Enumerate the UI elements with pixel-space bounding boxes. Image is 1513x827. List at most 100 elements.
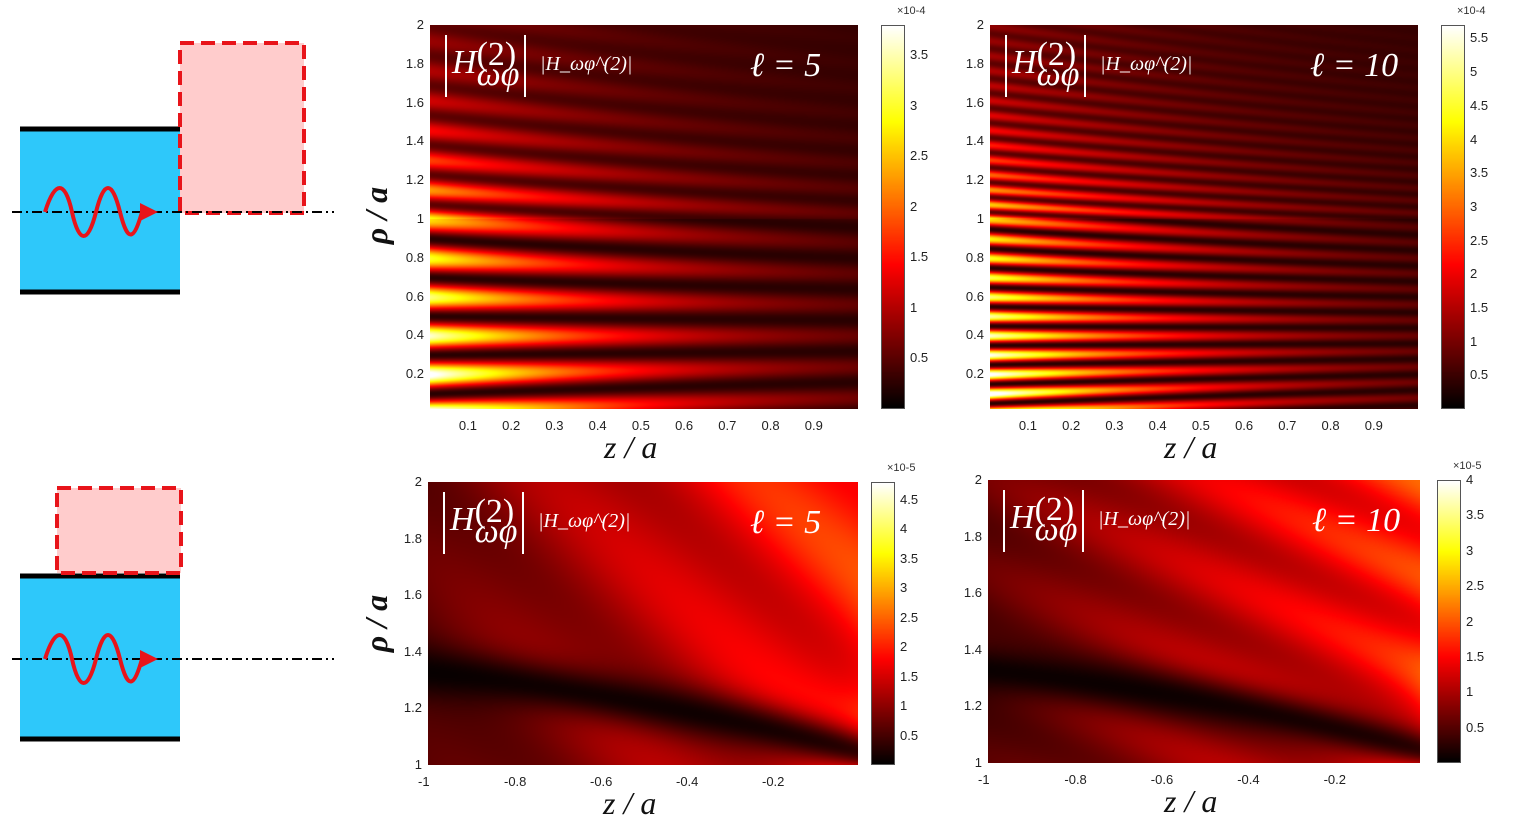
y-tick-label: 1 [416, 210, 424, 226]
quantity-label-typeset: H (2) ωφ [443, 492, 525, 554]
colorbar-tick-label: 4 [1470, 131, 1478, 147]
x-tick-label: 0.5 [1191, 418, 1210, 433]
y-tick-label: 1.8 [403, 530, 422, 546]
colorbar-tick-label: 0.5 [1470, 367, 1489, 383]
colorbar-tick-label: 3 [1466, 542, 1474, 558]
wave-arrow-icon [43, 633, 150, 685]
x-tick-label: 0.2 [502, 418, 521, 433]
colorbar-tick-label: 2.5 [910, 148, 929, 164]
colorbar-tick-label: 0.5 [900, 727, 919, 743]
y-tick-label: 1.8 [405, 55, 424, 71]
x-axis-label: z / a [1164, 783, 1218, 819]
colorbar-exponent: ×10-4 [897, 5, 926, 17]
x-axis-label: z / a [1164, 429, 1218, 465]
x-tick-label: 0.8 [1321, 418, 1340, 433]
x-tick-label: 0.9 [804, 418, 823, 433]
x-tick-label: -1 [418, 774, 430, 789]
y-tick-label: 1 [976, 210, 984, 226]
colorbar-tick-label: 4.5 [1470, 97, 1489, 113]
y-tick-label: 2 [414, 474, 422, 489]
x-axis-label: z / a [604, 429, 658, 465]
x-tick-label: 0.1 [1018, 418, 1037, 433]
h-symbol: H [452, 44, 477, 81]
quantity-label-typeset: H (2) ωφ [445, 35, 527, 97]
h-subscript: ωφ [1036, 56, 1080, 94]
x-tick-label: 0.9 [1364, 418, 1383, 433]
observation-region [178, 41, 306, 215]
x-tick-label: 0.7 [718, 418, 737, 433]
colorbar-exponent: ×10-5 [887, 462, 916, 474]
colorbar-tick-label: 1 [900, 698, 908, 714]
x-axis-label: z / a [603, 785, 657, 821]
y-tick-label: 1.4 [963, 641, 982, 657]
h-subscript: ωφ [1034, 511, 1078, 549]
h-symbol: H [1010, 499, 1035, 536]
colorbar-tick-label: 1.5 [1470, 299, 1489, 315]
x-tick-label: -0.2 [1323, 772, 1346, 787]
schematics [12, 41, 334, 742]
colorbar-tick-label: 2 [900, 639, 908, 655]
y-tick-label: 1.4 [965, 133, 984, 149]
colorbar-tick-label: 3.5 [1470, 165, 1489, 181]
y-tick-label: 1.2 [963, 698, 982, 714]
colorbar-tick-label: 1.5 [910, 249, 929, 265]
colorbar-tick-label: 2.5 [900, 609, 919, 625]
y-tick-label: 1.8 [963, 528, 982, 544]
x-tick-label: -0.4 [676, 774, 699, 789]
heatmap-plot [990, 25, 1418, 409]
y-tick-label: 0.4 [405, 327, 424, 343]
y-tick-label: 2 [416, 17, 424, 32]
y-tick-label: 0.2 [965, 366, 984, 382]
y-tick-label: 1.4 [405, 133, 424, 149]
y-tick-label: 0.8 [405, 249, 424, 265]
y-tick-label: 1.6 [965, 94, 984, 110]
bottom-schematic [12, 486, 334, 742]
y-tick-label: 1.8 [965, 55, 984, 71]
y-tick-label: 0.6 [405, 288, 424, 304]
colorbar [1441, 25, 1465, 409]
x-tick-label: -0.8 [1064, 772, 1087, 787]
y-tick-label: 1.6 [405, 94, 424, 110]
x-tick-label: -0.6 [590, 774, 613, 789]
y-tick-label: 0.6 [965, 288, 984, 304]
y-tick-label: 1.4 [403, 643, 422, 659]
colorbar-tick-label: 4 [1466, 472, 1474, 487]
x-tick-label: -0.8 [504, 774, 527, 789]
heatmap-plot [988, 480, 1420, 763]
x-tick-label: 0.5 [631, 418, 650, 433]
colorbar [871, 482, 895, 765]
x-tick-label: 0.4 [588, 418, 607, 433]
colorbar-tick-label: 5 [1470, 64, 1478, 80]
colorbar-tick-label: 1.5 [900, 668, 919, 684]
colorbar-tick-label: 3.5 [900, 550, 919, 566]
h-subscript: ωφ [474, 513, 518, 551]
annotation-label: ℓ = 10 [1310, 47, 1399, 84]
x-tick-label: 0.6 [675, 418, 694, 433]
y-axis-label: ρ / a [358, 186, 395, 245]
arrow-head-icon [140, 203, 158, 221]
y-tick-label: 1 [414, 757, 422, 772]
x-tick-label: -1 [978, 772, 990, 787]
colorbar-tick-label: 2 [1466, 613, 1474, 629]
colorbar-tick-label: 5.5 [1470, 30, 1489, 46]
y-tick-label: 2 [974, 472, 982, 487]
quantity-label-typeset: H (2) ωφ [1005, 35, 1087, 97]
y-tick-label: 1.2 [403, 700, 422, 716]
quantity-label: |H_ωφ^(2)| [538, 510, 631, 532]
colorbar-tick-label: 2 [1470, 266, 1478, 282]
y-tick-label: 0.8 [965, 249, 984, 265]
quantity-label: |H_ωφ^(2)| [1098, 508, 1191, 530]
y-tick-label: 1 [974, 755, 982, 770]
colorbar-tick-label: 3.5 [910, 47, 929, 63]
x-tick-label: -0.2 [762, 774, 785, 789]
colorbar-tick-label: 1 [910, 299, 918, 315]
y-tick-label: 2 [976, 17, 984, 32]
y-tick-label: 1.2 [965, 172, 984, 188]
x-tick-label: 0.3 [1105, 418, 1124, 433]
colorbar-tick-label: 2 [910, 198, 918, 214]
quantity-label: |H_ωφ^(2)| [1100, 53, 1193, 75]
heatmap-plot [428, 482, 858, 765]
y-tick-label: 0.4 [965, 327, 984, 343]
colorbar-tick-label: 2.5 [1470, 232, 1489, 248]
colorbar-exponent: ×10-4 [1457, 5, 1486, 17]
